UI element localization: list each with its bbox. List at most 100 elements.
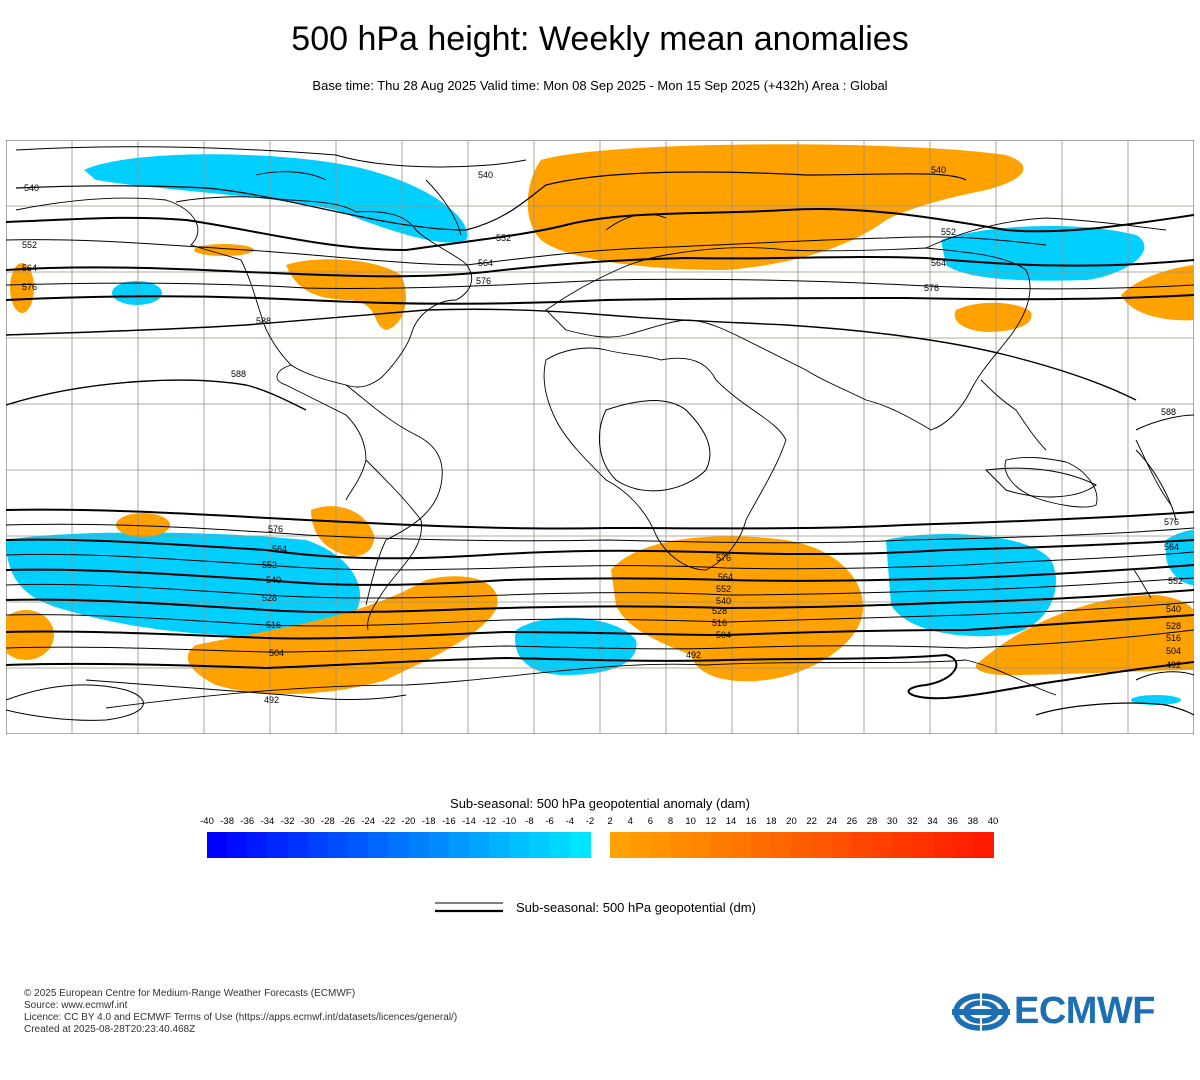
colorbar-tick-label: 12	[705, 816, 717, 827]
colorbar-tick-label: -38	[220, 816, 235, 827]
colorbar-segment	[690, 832, 712, 858]
colorbar-tick-label: -24	[361, 816, 376, 827]
colorbar-tick-label: 18	[766, 816, 777, 827]
colorbar-tick-label: -28	[321, 816, 335, 827]
colorbar-segment	[952, 832, 974, 858]
colorbar-segment	[428, 832, 450, 858]
colorbar-segment	[831, 832, 853, 858]
colorbar-segment	[892, 832, 913, 858]
colorbar-tick-label: 26	[846, 816, 858, 827]
colorbar-segment	[771, 832, 793, 858]
legend-label: Sub-seasonal: 500 hPa geopotential (dm)	[516, 900, 756, 915]
positive-anomaly-areas	[6, 144, 1194, 695]
colorbar-tick-label: 38	[967, 816, 979, 827]
contour-label: 552	[262, 560, 277, 570]
colorbar-tick-label: -30	[300, 816, 315, 827]
colorbar-segment	[630, 832, 651, 858]
colorbar-segment	[368, 832, 389, 858]
colorbar-tick-label: -40	[200, 816, 214, 827]
contour-label: 552	[22, 240, 37, 250]
colorbar-tick-label: -36	[240, 816, 255, 827]
world-map: 540 540 540 552 552 552 564 564 564 576 …	[6, 140, 1194, 734]
colorbar-segment	[731, 832, 752, 858]
colorbar	[0, 832, 1200, 858]
colorbar-ticks: -40 -38 -36 -34 -32 -30 -28 -26 -24 -22 -20 -18 -16-…	[0, 816, 1200, 830]
colorbar-segment	[267, 832, 289, 858]
colorbar-tick-label: -12	[482, 816, 497, 827]
legend-line-symbol	[435, 902, 503, 913]
colorbar-segment	[710, 832, 732, 858]
colorbar-tick-label: 40	[987, 816, 999, 827]
colorbar-segment	[348, 832, 369, 858]
colorbar-segment	[388, 832, 410, 858]
contour-label: 540	[24, 183, 39, 193]
colorbar-segment	[509, 832, 531, 858]
contour-label: 576	[268, 524, 283, 534]
colorbar-tick-label: -6	[545, 816, 554, 827]
contour-label: 528	[262, 593, 277, 603]
colorbar-segment	[489, 832, 510, 858]
contour-label: 588	[1161, 407, 1176, 417]
colorbar-tick-label: 34	[927, 816, 938, 827]
colorbar-segment	[408, 832, 430, 858]
colorbar-segment	[227, 832, 248, 858]
colorbar-tick-label: -20	[401, 816, 416, 827]
colorbar-tick-label: 20	[786, 816, 797, 827]
contour-label: 564	[718, 572, 733, 582]
colorbar-tick-label: 14	[725, 816, 737, 827]
colorbar-tick-label: -32	[280, 816, 295, 827]
contour-label: 552	[496, 233, 511, 243]
licence-text[interactable]: Licence: CC BY 4.0 and ECMWF Terms of Us…	[24, 1012, 458, 1023]
contour-label: 540	[716, 596, 731, 606]
colorbar-tick-label: 16	[745, 816, 757, 827]
contour-label: 504	[269, 648, 284, 658]
colorbar-tick-label: -14	[462, 816, 476, 827]
colorbar-tick-label: -16	[441, 816, 456, 827]
contour-label: 588	[231, 369, 246, 379]
colorbar-segment	[610, 832, 631, 858]
contour-label: 516	[266, 620, 281, 630]
contour-label: 540	[266, 575, 281, 585]
colorbar-tick-label: -2	[585, 816, 595, 827]
colorbar-tick-label: -22	[381, 816, 396, 827]
colorbar-tick-label: 36	[947, 816, 958, 827]
colorbar-tick-label: 10	[685, 816, 696, 827]
source-link[interactable]: Source: www.ecmwf.int	[24, 1000, 128, 1011]
footer-credits: © 2025 European Centre for Medium-Range …	[24, 988, 457, 1036]
contour-label: 492	[264, 695, 279, 705]
colorbar-tick-label: 32	[907, 816, 918, 827]
ecmwf-logo-icon	[952, 993, 1010, 1031]
contour-label: 504	[1166, 646, 1181, 656]
colorbar-segment	[811, 832, 833, 858]
chart-subtitle: Base time: Thu 28 Aug 2025 Valid time: M…	[312, 78, 888, 93]
colorbar-tick-label: 24	[826, 816, 838, 827]
colorbar-tick-label: -10	[502, 816, 517, 827]
colorbar-segment	[851, 832, 873, 858]
colorbar-tick-label: -4	[565, 816, 574, 827]
contour-label: 576	[22, 282, 37, 292]
contour-label: 564	[931, 258, 946, 268]
colorbar-segment	[307, 832, 329, 858]
colorbar-segment	[569, 832, 591, 858]
colorbar-segment	[469, 832, 490, 858]
contour-label: 492	[1166, 660, 1181, 670]
contour-label: 516	[712, 618, 727, 628]
contour-label: 564	[1164, 542, 1179, 552]
contour-label: 552	[1168, 576, 1183, 586]
contour-label: 564	[272, 544, 287, 554]
colorbar-segment	[872, 832, 893, 858]
colorbar-segment	[650, 832, 672, 858]
colorbar-segment	[287, 832, 309, 858]
colorbar-segment	[932, 832, 954, 858]
colorbar-tick-label: 4	[627, 816, 633, 827]
colorbar-segment	[549, 832, 571, 858]
colorbar-segment	[448, 832, 470, 858]
colorbar-segment	[529, 832, 551, 858]
colorbar-tick-label: -26	[341, 816, 355, 827]
colorbar-tick-label: 22	[806, 816, 817, 827]
coastlines	[15, 171, 1172, 709]
colorbar-tick-label: -8	[525, 816, 534, 827]
colorbar-segment	[247, 832, 269, 858]
colorbar-segment	[791, 832, 813, 858]
contour-label: 552	[716, 584, 731, 594]
